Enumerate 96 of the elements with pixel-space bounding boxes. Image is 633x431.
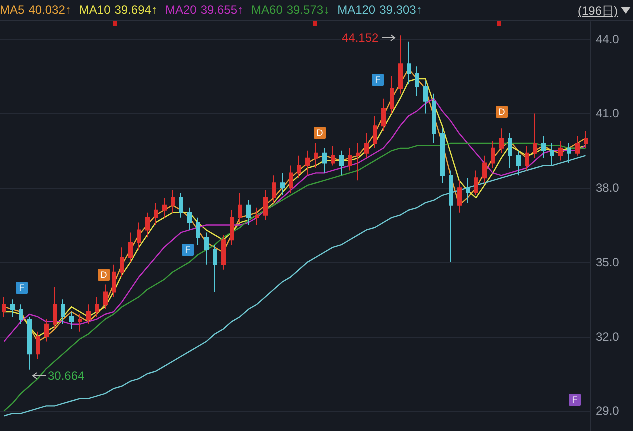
annotation: 44.152 <box>341 31 380 45</box>
y-tick-label: 32.0 <box>596 330 620 344</box>
candlestick <box>390 76 394 114</box>
annotation: 30.664 <box>47 369 86 383</box>
candlestick <box>322 148 327 174</box>
candlestick <box>381 98 386 132</box>
candlestick <box>482 155 487 184</box>
candlestick <box>162 197 167 218</box>
candlestick <box>44 318 49 342</box>
candlestick <box>423 80 428 114</box>
candlestick <box>280 172 285 196</box>
annotation: F <box>16 282 28 294</box>
text: 40.032↑ <box>28 3 72 17</box>
candlestick <box>19 304 23 325</box>
candlestick <box>331 145 335 166</box>
candlestick <box>575 136 580 156</box>
candlestick <box>137 222 141 251</box>
candlestick <box>213 244 217 293</box>
text: 39.573↓ <box>286 3 330 17</box>
candlestick <box>246 200 251 226</box>
candlestick <box>348 148 352 172</box>
candlestick <box>145 212 150 238</box>
candlestick <box>179 192 183 218</box>
y-tick-label: 35.0 <box>596 255 620 270</box>
candlestick <box>440 128 445 184</box>
candlestick <box>53 286 57 330</box>
candlestick <box>432 93 436 144</box>
candlestick <box>128 232 133 263</box>
candlestick <box>415 66 419 97</box>
candlestick <box>533 113 537 159</box>
text: 39.655↑ <box>200 3 244 17</box>
text: (196日) <box>576 3 619 20</box>
text: 39.694↑ <box>114 3 158 17</box>
candlestick <box>491 140 495 169</box>
candlestick <box>474 170 478 196</box>
y-tick-label: 44.0 <box>596 32 620 46</box>
candlestick <box>567 142 571 164</box>
text: 39.303↑ <box>380 3 422 17</box>
y-tick-label: 29.0 <box>596 404 620 418</box>
candlestick <box>407 41 411 84</box>
candlestick <box>516 150 521 176</box>
candlestick <box>103 284 108 310</box>
candlestick <box>457 180 462 214</box>
candlestick <box>398 35 403 94</box>
candlestick <box>499 128 504 154</box>
annotation: D <box>496 106 508 118</box>
candlestick <box>154 202 158 226</box>
candlestick <box>27 316 32 370</box>
annotation: F <box>372 74 384 86</box>
candlestick <box>10 299 15 318</box>
candlestick <box>558 140 563 162</box>
candlestick <box>297 155 301 179</box>
candlestick <box>95 296 99 318</box>
candlestick <box>221 234 226 270</box>
candlestick <box>112 264 116 298</box>
candlestick <box>508 133 512 169</box>
candlestick <box>196 217 200 246</box>
y-tick-label: 38.0 <box>596 181 620 196</box>
candlestick <box>2 296 6 318</box>
candlestick <box>187 207 192 231</box>
text: MA60 <box>252 3 283 17</box>
candlestick <box>78 314 82 332</box>
candlestick <box>525 145 529 172</box>
candlestick <box>373 116 377 149</box>
candlestick <box>356 142 360 182</box>
candlestick <box>289 165 293 194</box>
text: MA5 <box>0 3 25 17</box>
text: MA120 <box>338 3 376 17</box>
candlestick <box>541 136 546 159</box>
annotation: F <box>569 394 581 406</box>
candlestick <box>305 150 310 176</box>
candlestick <box>466 178 470 204</box>
candlestick <box>364 133 369 159</box>
annotation: F <box>182 244 194 256</box>
candlestick <box>230 210 234 246</box>
candlestick <box>69 312 74 330</box>
annotation: D <box>314 127 326 139</box>
candlestick <box>86 304 91 325</box>
candlestick <box>255 207 259 226</box>
text: MA20 <box>165 3 197 17</box>
candlestick <box>550 142 554 166</box>
candlestick <box>204 232 209 266</box>
candlestick <box>339 150 344 176</box>
y-tick-label: 41.0 <box>596 106 620 121</box>
candlestick <box>263 190 268 221</box>
candlestick <box>120 247 124 278</box>
candlestick <box>171 190 175 214</box>
candlestick <box>61 299 65 325</box>
text: MA10 <box>79 3 111 17</box>
candlestick <box>314 142 318 169</box>
candlestick <box>36 331 40 360</box>
candlestick <box>272 175 276 204</box>
annotation: D <box>98 269 110 281</box>
candlestick <box>584 130 588 149</box>
candlestick <box>449 170 453 263</box>
candlestick <box>238 192 242 224</box>
